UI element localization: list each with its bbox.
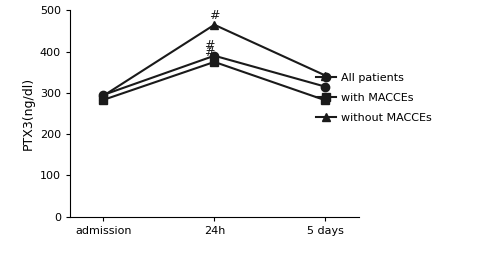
Text: #: # — [204, 46, 214, 59]
Legend: All patients, with MACCEs, without MACCEs: All patients, with MACCEs, without MACCE… — [316, 73, 432, 123]
with MACCEs — [322, 99, 328, 102]
without MACCEs — [322, 74, 328, 77]
Y-axis label: PTX3(ng/dl): PTX3(ng/dl) — [22, 77, 35, 150]
Line: All patients: All patients — [99, 52, 330, 99]
with MACCEs — [100, 98, 106, 101]
Line: without MACCEs: without MACCEs — [99, 21, 330, 100]
Text: #: # — [204, 39, 214, 52]
Line: with MACCEs: with MACCEs — [99, 58, 330, 104]
All patients — [212, 54, 218, 57]
Text: #: # — [209, 9, 220, 22]
All patients — [322, 85, 328, 88]
with MACCEs — [212, 60, 218, 63]
without MACCEs — [100, 94, 106, 97]
All patients — [100, 93, 106, 96]
without MACCEs — [212, 23, 218, 26]
